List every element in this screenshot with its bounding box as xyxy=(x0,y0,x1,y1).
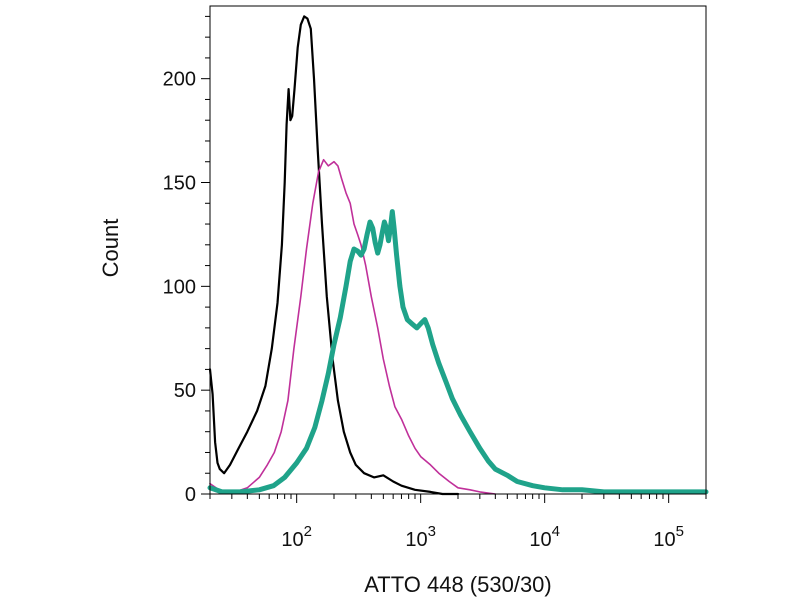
series-line-3 xyxy=(207,209,709,495)
x-axis-label: ATTO 448 (530/30) xyxy=(364,572,552,597)
series-line-2 xyxy=(209,158,497,495)
x-tick-label: 102 xyxy=(281,523,312,551)
y-tick-label: 100 xyxy=(163,276,196,298)
x-tick-label: 103 xyxy=(405,523,436,551)
y-tick-label: 50 xyxy=(174,380,196,402)
axis-layer: 102 103 104 105 0 50 100 150 200 xyxy=(163,5,707,551)
x-tick-label: 105 xyxy=(653,523,684,551)
y-axis-label: Count xyxy=(98,219,123,278)
x-tick-label: 104 xyxy=(529,523,560,551)
series-line-1 xyxy=(208,15,460,496)
y-tick-label: 150 xyxy=(163,173,196,195)
plot-frame xyxy=(209,5,707,495)
y-tick-label: 200 xyxy=(163,69,196,91)
y-tick-label: 0 xyxy=(185,484,196,506)
series-layer xyxy=(207,15,709,496)
